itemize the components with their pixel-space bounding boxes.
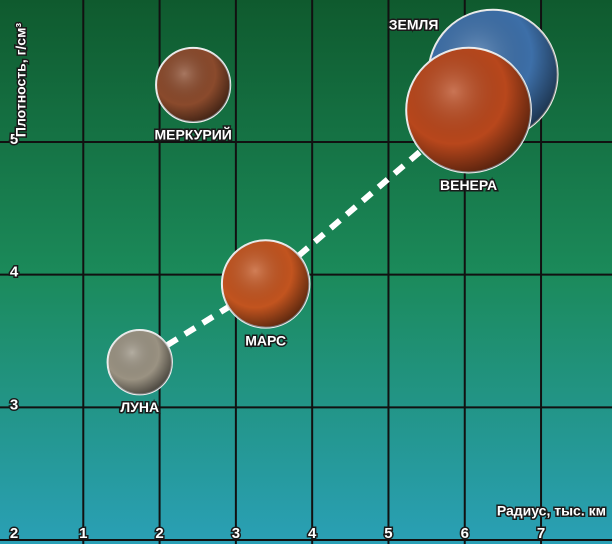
x-axis-title: Радиус, тыс. км: [497, 503, 606, 519]
planet-shade: [221, 240, 310, 328]
x-tick-label: 2: [155, 525, 163, 542]
y-tick-label: 4: [10, 264, 19, 281]
planet-label: ЗЕМЛЯ: [389, 16, 439, 32]
x-tick-label: 1: [79, 525, 87, 542]
planet-shade: [406, 47, 531, 173]
y-axis-title: Плотность, г/см³: [13, 23, 29, 138]
planet-shade: [156, 47, 231, 122]
y-tick-label: 5: [10, 131, 18, 148]
y-tick-label: 2: [10, 525, 18, 542]
x-tick-label: 6: [461, 525, 469, 542]
planet-label: ЛУНА: [120, 399, 159, 415]
planet-label: ВЕНЕРА: [440, 177, 497, 193]
y-tick-label: 3: [10, 396, 18, 413]
x-tick-label: 7: [537, 525, 545, 542]
planet-label: МАРС: [245, 332, 286, 348]
x-tick-label: 3: [232, 525, 240, 542]
planet-shade: [107, 330, 172, 395]
trend-line: [296, 148, 424, 258]
x-tick-label: 5: [384, 525, 392, 542]
x-tick-label: 4: [308, 525, 317, 542]
planet-label: МЕРКУРИЙ: [154, 126, 231, 143]
